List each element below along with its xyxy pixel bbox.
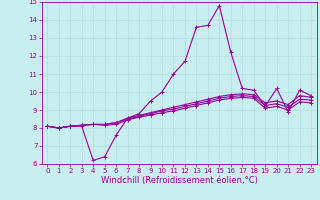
X-axis label: Windchill (Refroidissement éolien,°C): Windchill (Refroidissement éolien,°C): [101, 176, 258, 185]
